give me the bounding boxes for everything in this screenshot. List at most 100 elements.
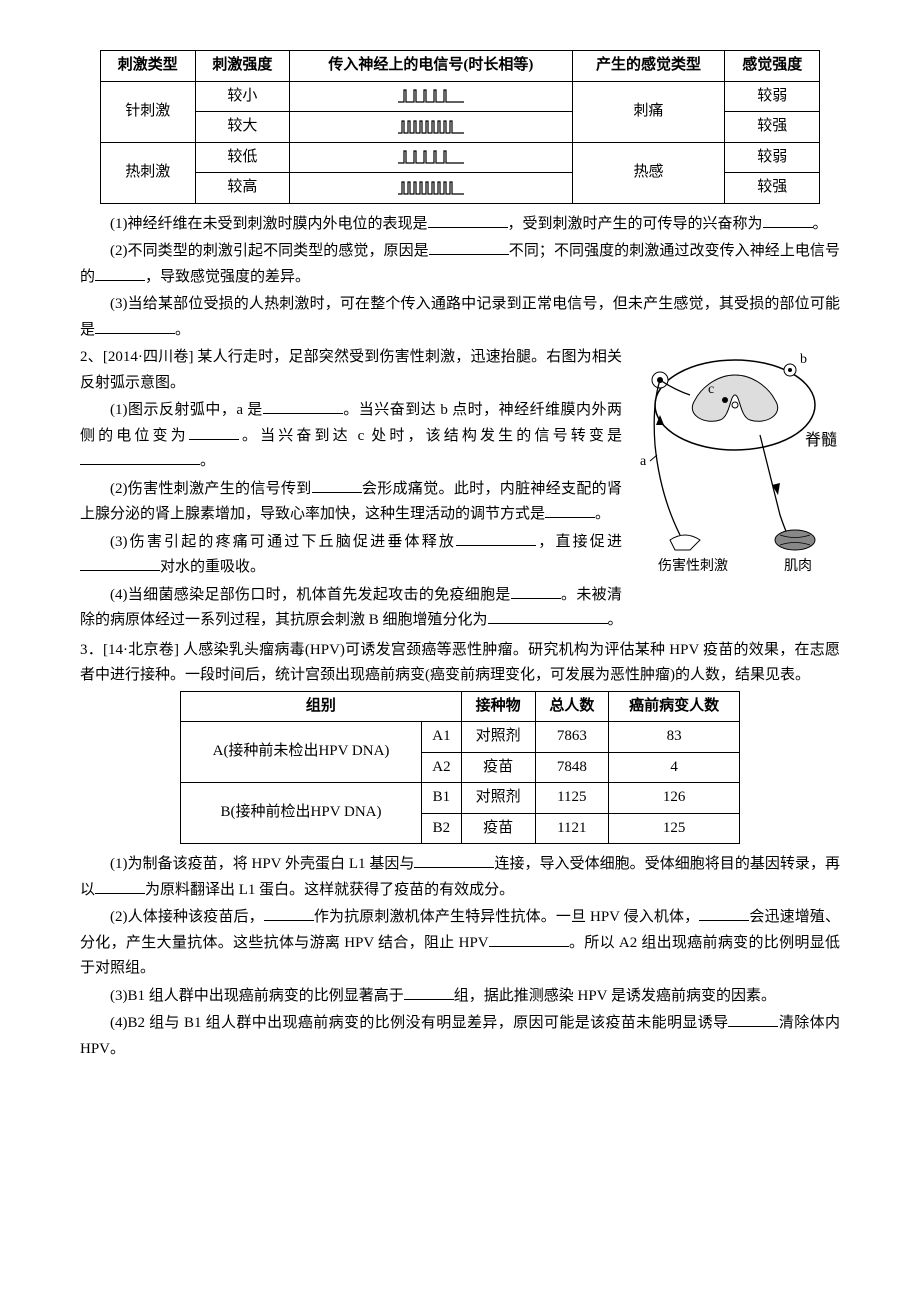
cell-strength: 较弱: [725, 81, 820, 112]
cell-inj: 疫苗: [461, 752, 535, 783]
cell-intensity: 较低: [195, 142, 290, 173]
text: 。: [813, 216, 828, 232]
text: (2)伤害性刺激产生的信号传到: [110, 481, 312, 497]
svg-text:c: c: [708, 382, 714, 397]
svg-text:a: a: [640, 454, 647, 469]
text: (4)当细菌感染足部伤口时，机体首先发起攻击的免疫细胞是: [110, 587, 511, 603]
blank: [511, 583, 561, 599]
text: (1)为制备该疫苗，将 HPV 外壳蛋白 L1 基因与: [110, 856, 414, 872]
blank: [80, 449, 200, 465]
label-muscle: 肌肉: [784, 555, 812, 579]
col-cases: 癌前病变人数: [609, 691, 740, 722]
col-sense-type: 产生的感觉类型: [572, 51, 725, 82]
cell-signal-sparse: [290, 142, 572, 173]
stimulus-table: 刺激类型 刺激强度 传入神经上的电信号(时长相等) 产生的感觉类型 感觉强度 针…: [100, 50, 820, 204]
text: 组，据此推测感染 HPV 是诱发癌前病变的因素。: [454, 988, 776, 1004]
cell-strength: 较强: [725, 112, 820, 143]
text: 。: [200, 453, 215, 469]
text: 。: [608, 612, 623, 628]
table-row: A(接种前未检出HPV DNA) A1 对照剂 7863 83: [181, 722, 740, 753]
q2-part4: (4)当细菌感染足部伤口时，机体首先发起攻击的免疫细胞是。未被清除的病原体经过一…: [80, 583, 840, 634]
text: (3)伤害引起的疼痛可通过下丘脑促进垂体释放: [110, 534, 456, 550]
hpv-table: 组别 接种物 总人数 癌前病变人数 A(接种前未检出HPV DNA) A1 对照…: [180, 691, 740, 845]
q1-part1: (1)神经纤维在未受到刺激时膜内外电位的表现是 ，受到刺激时产生的可传导的兴奋称为…: [80, 212, 840, 238]
cell-group: B(接种前检出HPV DNA): [181, 783, 422, 844]
text: (1)图示反射弧中，a 是: [110, 402, 263, 418]
text: (2)不同类型的刺激引起不同类型的感觉，原因是: [110, 243, 429, 259]
table-header-row: 刺激类型 刺激强度 传入神经上的电信号(时长相等) 产生的感觉类型 感觉强度: [101, 51, 820, 82]
blank: [728, 1011, 778, 1027]
col-group: 组别: [181, 691, 462, 722]
blank: [95, 318, 175, 334]
q3-lead: 3．[14·北京卷] 人感染乳头瘤病毒(HPV)可诱发宫颈癌等恶性肿瘤。研究机构…: [80, 638, 840, 689]
blank: [699, 905, 749, 921]
text: ，直接促进: [536, 534, 622, 550]
cell-inj: 对照剂: [461, 722, 535, 753]
cell-inj: 疫苗: [461, 813, 535, 844]
cell-sub: B1: [422, 783, 462, 814]
blank: [545, 502, 595, 518]
cell-strength: 较强: [725, 173, 820, 204]
text: 为原料翻译出 L1 蛋白。这样就获得了疫苗的有效成分。: [145, 882, 514, 898]
col-injection: 接种物: [461, 691, 535, 722]
blank: [414, 852, 494, 868]
text: 。当兴奋到达 c 处时，该结构发生的信号转变是: [239, 428, 622, 444]
label-spine: 脊髓: [805, 431, 837, 449]
text: (4)B2 组与 B1 组人群中出现癌前病变的比例没有明显差异，原因可能是该疫苗…: [110, 1015, 728, 1031]
cell-sub: B2: [422, 813, 462, 844]
cell-total: 7863: [535, 722, 609, 753]
q2-block: b c a 脊髓 伤害性: [80, 345, 840, 636]
cell-cases: 126: [609, 783, 740, 814]
cell-stim-type: 针刺激: [101, 81, 196, 142]
q1-part3: (3)当给某部位受损的人热刺激时，可在整个传入通路中记录到正常电信号，但未产生感…: [80, 292, 840, 343]
blank: [189, 424, 239, 440]
table-row: 热刺激 较低 热感 较弱: [101, 142, 820, 173]
blank: [428, 212, 508, 228]
cell-signal-sparse: [290, 81, 572, 112]
cell-sub: A2: [422, 752, 462, 783]
blank: [263, 398, 343, 414]
cell-inj: 对照剂: [461, 783, 535, 814]
blank: [488, 608, 608, 624]
q3-part3: (3)B1 组人群中出现癌前病变的比例显著高于组，据此推测感染 HPV 是诱发癌…: [80, 984, 840, 1010]
cell-sub: A1: [422, 722, 462, 753]
text: 。: [175, 322, 190, 338]
reflex-arc-diagram: b c a 脊髓 伤害性: [630, 345, 840, 579]
col-stim-type: 刺激类型: [101, 51, 196, 82]
blank: [264, 905, 314, 921]
blank: [429, 239, 509, 255]
blank: [404, 984, 454, 1000]
cell-signal-dense: [290, 112, 572, 143]
text: ，导致感觉强度的差异。: [145, 269, 310, 285]
cell-cases: 4: [609, 752, 740, 783]
blank: [763, 212, 813, 228]
blank: [95, 265, 145, 281]
table-row: 针刺激 较小 刺痛 较弱: [101, 81, 820, 112]
blank: [95, 878, 145, 894]
blank: [312, 477, 362, 493]
cell-signal-dense: [290, 173, 572, 204]
text: (3)当给某部位受损的人热刺激时，可在整个传入通路中记录到正常电信号，但未产生感…: [80, 296, 840, 338]
col-stim-intensity: 刺激强度: [195, 51, 290, 82]
cell-sense: 热感: [572, 142, 725, 203]
cell-cases: 125: [609, 813, 740, 844]
cell-total: 1125: [535, 783, 609, 814]
text: 作为抗原刺激机体产生特异性抗体。一旦 HPV 侵入机体，: [314, 909, 699, 925]
table-header-row: 组别 接种物 总人数 癌前病变人数: [181, 691, 740, 722]
cell-stim-type: 热刺激: [101, 142, 196, 203]
text: (1)神经纤维在未受到刺激时膜内外电位的表现是: [110, 216, 428, 232]
text: ，受到刺激时产生的可传导的兴奋称为: [508, 216, 763, 232]
text: (2)人体接种该疫苗后，: [110, 909, 264, 925]
q1-part2: (2)不同类型的刺激引起不同类型的感觉，原因是不同；不同强度的刺激通过改变传入神…: [80, 239, 840, 290]
blank: [456, 530, 536, 546]
cell-intensity: 较大: [195, 112, 290, 143]
q3-part1: (1)为制备该疫苗，将 HPV 外壳蛋白 L1 基因与连接，导入受体细胞。受体细…: [80, 852, 840, 903]
cell-total: 1121: [535, 813, 609, 844]
text: 。: [595, 506, 610, 522]
col-total: 总人数: [535, 691, 609, 722]
svg-text:b: b: [800, 352, 807, 367]
q3-part4: (4)B2 组与 B1 组人群中出现癌前病变的比例没有明显差异，原因可能是该疫苗…: [80, 1011, 840, 1062]
label-stimulus: 伤害性刺激: [658, 555, 728, 579]
cell-strength: 较弱: [725, 142, 820, 173]
table-row: B(接种前检出HPV DNA) B1 对照剂 1125 126: [181, 783, 740, 814]
